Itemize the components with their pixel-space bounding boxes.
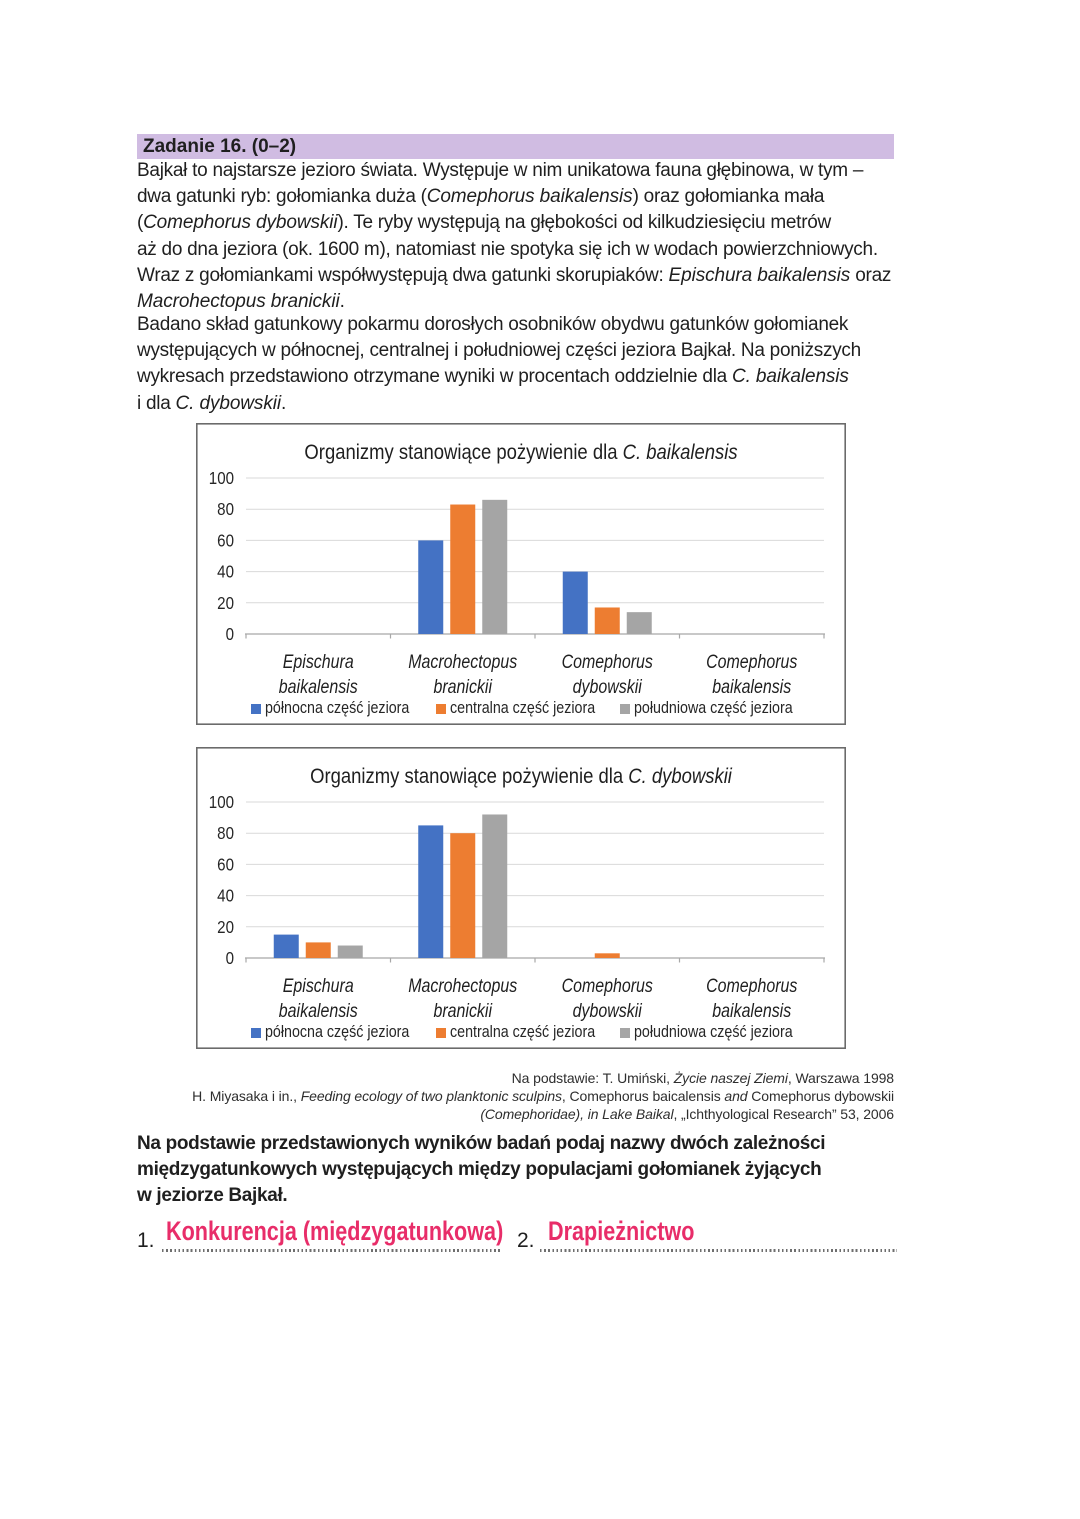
bar <box>418 540 444 634</box>
chart-dybowskii: Organizmy stanowiące pożywienie dla C. d… <box>196 747 847 1054</box>
y-axis-tick-label: 60 <box>217 530 234 551</box>
y-axis-tick-label: 20 <box>217 917 234 938</box>
bar <box>337 945 363 958</box>
legend-swatch <box>251 704 261 714</box>
bar <box>594 953 620 958</box>
bar <box>626 612 652 634</box>
answer-1-handwritten: Konkurencja (międzygatunkowa) <box>166 1216 504 1246</box>
legend-swatch <box>620 704 630 714</box>
bar <box>450 504 476 634</box>
bar-chart-svg: Organizmy stanowiące pożywienie dla C. b… <box>196 423 847 725</box>
citation-line-2: H. Miyasaka i in., Feeding ecology of tw… <box>192 1088 894 1104</box>
question-text: Na podstawie przedstawionych wyników bad… <box>137 1133 826 1207</box>
chart-baikalensis: Organizmy stanowiące pożywienie dla C. b… <box>196 423 847 730</box>
answer-1-blank-line[interactable] <box>162 1249 502 1252</box>
chart-title: Organizmy stanowiące pożywienie dla C. b… <box>304 441 737 464</box>
bar <box>562 571 588 634</box>
legend-swatch <box>436 1028 446 1038</box>
chart-title: Organizmy stanowiące pożywienie dla C. d… <box>310 765 732 788</box>
category-label: Epischura <box>283 975 354 997</box>
category-label: branickii <box>434 676 493 698</box>
legend-label: centralna część jeziora <box>450 1023 595 1041</box>
legend-swatch <box>251 1028 261 1038</box>
answer-row: 1. Konkurencja (międzygatunkowa) 2. Drap… <box>0 1216 1080 1262</box>
y-axis-tick-label: 80 <box>217 499 234 520</box>
citation-line-3: (Comephoridae), in Lake Baikal, „Ichthyo… <box>480 1106 894 1122</box>
intro-paragraph-1: Bajkał to najstarsze jezioro świata. Wys… <box>137 160 892 313</box>
bar <box>482 499 508 634</box>
y-axis-tick-label: 60 <box>217 854 234 875</box>
category-label: Comephorus <box>706 651 798 673</box>
answer-2-blank-line[interactable] <box>540 1249 897 1252</box>
category-label: baikalensis <box>712 676 791 698</box>
category-label: Epischura <box>283 651 354 673</box>
answer-2-handwritten: Drapieżnictwo <box>548 1216 695 1246</box>
legend-label: północna część jeziora <box>265 1023 410 1041</box>
y-axis-tick-label: 0 <box>226 624 234 645</box>
task-header-band: Zadanie 16. (0–2) <box>137 134 894 159</box>
intro-paragraph-2: Badano skład gatunkowy pokarmu dorosłych… <box>137 314 861 414</box>
y-axis-tick-label: 80 <box>217 823 234 844</box>
answer-2-number: 2. <box>517 1229 535 1252</box>
y-axis-tick-label: 100 <box>209 468 234 489</box>
category-label: Comephorus <box>562 651 654 673</box>
y-axis-tick-label: 100 <box>209 792 234 813</box>
bar <box>418 825 444 958</box>
bar <box>273 934 299 958</box>
legend-label: centralna część jeziora <box>450 699 595 717</box>
bar-chart-svg: Organizmy stanowiące pożywienie dla C. d… <box>196 747 847 1049</box>
category-label: Macrohectopus <box>408 975 517 997</box>
source-citation: Na podstawie: T. Umiński, Życie naszej Z… <box>137 1069 894 1123</box>
category-label: Comephorus <box>562 975 654 997</box>
answer-1-number: 1. <box>137 1229 155 1252</box>
legend-label: północna część jeziora <box>265 699 410 717</box>
legend-swatch <box>620 1028 630 1038</box>
category-label: baikalensis <box>279 1000 358 1022</box>
category-label: dybowskii <box>573 676 643 698</box>
bar <box>482 814 508 958</box>
category-label: branickii <box>434 1000 493 1022</box>
bar <box>305 942 331 958</box>
legend-swatch <box>436 704 446 714</box>
citation-line-1: Na podstawie: T. Umiński, Życie naszej Z… <box>511 1070 894 1086</box>
category-label: Comephorus <box>706 975 798 997</box>
category-label: dybowskii <box>573 1000 643 1022</box>
category-label: baikalensis <box>279 676 358 698</box>
y-axis-tick-label: 40 <box>217 561 234 582</box>
legend-label: południowa część jeziora <box>634 1023 793 1041</box>
bar <box>450 833 476 958</box>
legend-label: południowa część jeziora <box>634 699 793 717</box>
bar <box>594 607 620 634</box>
y-axis-tick-label: 20 <box>217 593 234 614</box>
category-label: baikalensis <box>712 1000 791 1022</box>
category-label: Macrohectopus <box>408 651 517 673</box>
y-axis-tick-label: 40 <box>217 885 234 906</box>
y-axis-tick-label: 0 <box>226 948 234 969</box>
task-header-label: Zadanie 16. (0–2) <box>143 136 297 157</box>
